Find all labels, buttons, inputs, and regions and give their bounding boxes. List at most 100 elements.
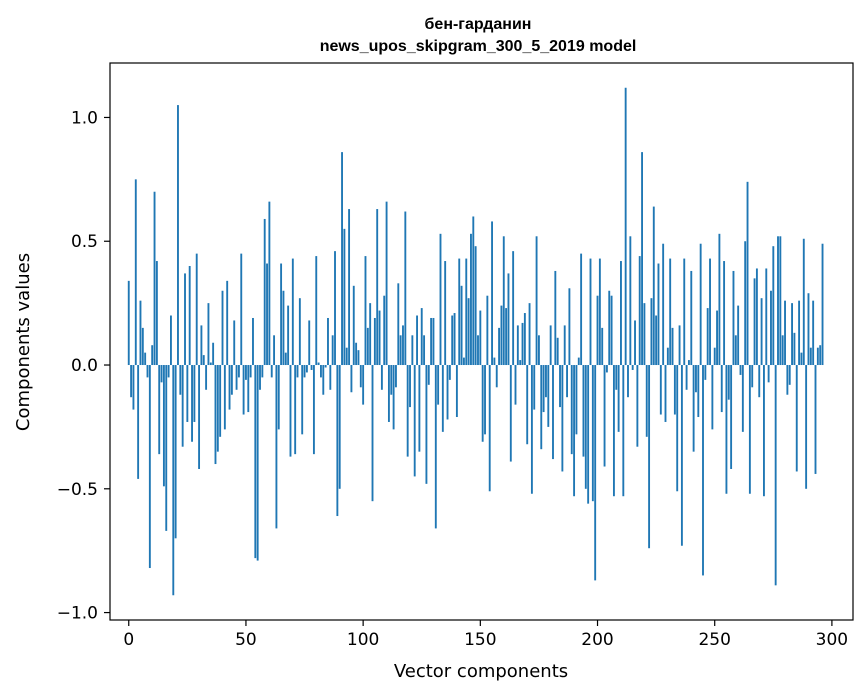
bar-42 [226, 280, 229, 366]
bar-288 [802, 238, 805, 366]
bar-257 [730, 365, 733, 469]
bar-93 [345, 347, 348, 366]
bar-74 [301, 365, 304, 435]
bar-278 [779, 236, 782, 366]
bar-253 [720, 365, 723, 413]
bar-265 [748, 365, 751, 494]
bar-66 [282, 290, 285, 366]
bar-140 [455, 365, 458, 418]
bar-128 [427, 365, 430, 385]
bar-159 [500, 305, 503, 366]
bar-90 [338, 365, 341, 489]
bar-287 [800, 352, 803, 366]
bar-25 [186, 365, 189, 422]
bar-230 [666, 347, 669, 366]
bar-277 [777, 236, 779, 366]
bar-256 [727, 365, 730, 400]
bar-17 [167, 365, 170, 378]
bar-238 [685, 365, 688, 390]
bar-43 [228, 365, 231, 410]
bar-237 [683, 258, 686, 366]
bar-19 [172, 365, 175, 596]
bar-69 [289, 365, 292, 457]
bar-268 [755, 268, 758, 366]
bar-267 [753, 278, 756, 366]
bar-215 [631, 365, 634, 370]
bar-62 [273, 335, 276, 366]
bar-271 [763, 365, 765, 497]
bar-97 [355, 342, 358, 366]
bar-171 [528, 303, 531, 366]
bar-209 [617, 365, 620, 432]
bar-207 [612, 365, 615, 497]
bar-135 [444, 261, 447, 366]
bar-138 [451, 315, 454, 366]
bar-94 [348, 209, 351, 366]
bar-258 [732, 270, 735, 366]
bar-243 [697, 365, 700, 418]
bar-190 [573, 365, 576, 497]
bar-227 [659, 365, 662, 415]
bar-1 [130, 365, 133, 398]
bar-70 [291, 258, 294, 366]
bar-263 [744, 241, 747, 366]
bar-123 [416, 315, 418, 366]
x-tick-label: 200 [581, 630, 613, 650]
bar-239 [687, 360, 690, 366]
bar-201 [598, 258, 601, 366]
bar-127 [425, 365, 428, 484]
bar-11 [153, 191, 156, 366]
bar-212 [624, 87, 627, 366]
bar-220 [643, 303, 646, 366]
bar-146 [470, 233, 472, 366]
bar-294 [816, 347, 819, 366]
bar-51 [247, 365, 250, 413]
bar-283 [791, 303, 793, 366]
bar-177 [542, 365, 545, 413]
bar-225 [655, 315, 658, 366]
bar-252 [718, 233, 721, 366]
bar-248 [709, 258, 711, 366]
bar-108 [380, 365, 383, 390]
bar-20 [174, 365, 177, 539]
bars-group [127, 87, 824, 596]
bar-87 [331, 335, 334, 366]
bar-296 [821, 243, 824, 366]
bar-117 [402, 325, 404, 366]
x-tick-label: 50 [235, 630, 257, 650]
bar-137 [448, 365, 451, 380]
bar-55 [256, 365, 259, 561]
bar-221 [645, 365, 648, 437]
bar-119 [406, 365, 409, 457]
chart-subtitle: news_upos_skipgram_300_5_2019 model [320, 38, 637, 55]
chart-title: бен-гарданин [425, 16, 532, 33]
bar-203 [603, 365, 606, 467]
bar-233 [673, 365, 676, 415]
bar-38 [216, 365, 219, 452]
bar-125 [420, 308, 423, 366]
bar-13 [158, 365, 161, 455]
bar-264 [746, 181, 749, 366]
bar-103 [369, 303, 372, 366]
bar-72 [296, 365, 299, 378]
bar-100 [362, 365, 365, 405]
bar-234 [676, 365, 679, 492]
bar-197 [589, 258, 592, 366]
bar-164 [512, 251, 515, 366]
bar-84 [324, 365, 327, 368]
bar-214 [629, 236, 632, 366]
bar-111 [387, 365, 390, 422]
bar-247 [706, 308, 709, 366]
bar-157 [495, 365, 498, 388]
bar-151 [481, 365, 484, 442]
bar-16 [165, 365, 168, 531]
bar-60 [268, 201, 271, 366]
bar-290 [807, 293, 810, 366]
bar-170 [526, 365, 529, 445]
bar-39 [219, 365, 222, 437]
bar-132 [437, 365, 440, 405]
bar-136 [446, 365, 449, 420]
bar-196 [587, 365, 590, 504]
bar-175 [537, 335, 540, 366]
bar-118 [404, 211, 407, 366]
